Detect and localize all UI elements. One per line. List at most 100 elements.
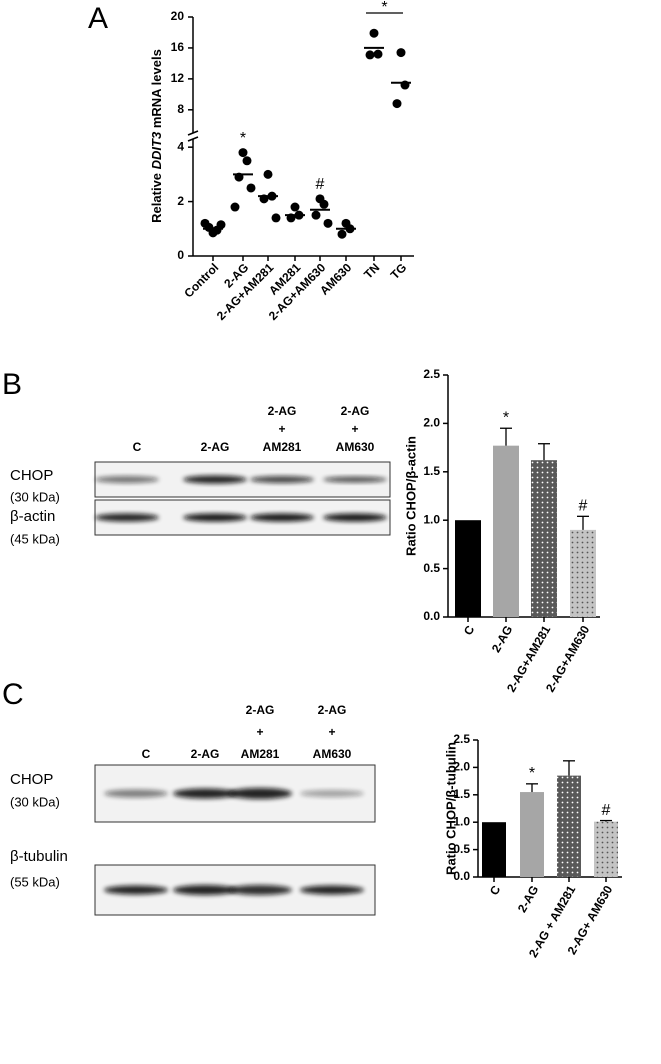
data-point: [392, 99, 402, 109]
bar: [570, 529, 596, 617]
lane-label: AM281: [263, 440, 302, 454]
data-point: [242, 156, 252, 166]
y-tick-label: 2.5: [423, 367, 440, 381]
blot-band: [95, 476, 159, 483]
y-tick-label: 4: [177, 139, 184, 153]
lane-label: C: [133, 440, 142, 454]
y-tick-label: 2: [177, 194, 184, 208]
blot-band: [250, 476, 314, 483]
blot-band: [228, 788, 292, 799]
bar: [531, 460, 557, 617]
size-label: (55 kDa): [10, 874, 60, 889]
significance-mark: *: [503, 409, 509, 426]
blot-band: [183, 475, 247, 484]
blot-band: [323, 476, 387, 483]
blot-band: [300, 790, 364, 797]
y-axis-label: Relative DDIT3 mRNA levels: [149, 49, 164, 223]
blot-band: [250, 513, 314, 522]
size-label: (45 kDa): [10, 531, 60, 546]
panel-letter: C: [2, 678, 24, 711]
x-tick-label: C: [461, 623, 478, 638]
lane-label: AM281: [241, 747, 280, 761]
data-point: [200, 218, 210, 228]
data-point: [319, 199, 329, 209]
data-point: [271, 213, 281, 223]
data-point: [216, 220, 226, 230]
size-label: (30 kDa): [10, 794, 60, 809]
protein-label: β-actin: [10, 508, 55, 525]
y-tick-label: 8: [177, 102, 184, 116]
lane-label: 2-AG: [246, 703, 275, 717]
lane-label: AM630: [313, 747, 352, 761]
y-tick-label: 0: [177, 248, 184, 262]
blot-band: [183, 513, 247, 522]
x-tick-label: Control: [181, 260, 221, 300]
data-point: [337, 229, 347, 239]
lane-label: 2-AG: [318, 703, 347, 717]
lane-label: AM630: [336, 440, 375, 454]
y-tick-label: 0.0: [453, 869, 470, 883]
blot-band: [173, 885, 237, 895]
y-tick-label: 16: [171, 40, 185, 54]
protein-label: CHOP: [10, 771, 53, 788]
y-axis-label-part: DDIT3: [149, 131, 164, 169]
lane-label: 2-AG: [201, 440, 230, 454]
significance-mark: #: [602, 802, 611, 819]
data-point: [230, 202, 240, 212]
y-tick-label: 1.0: [453, 814, 470, 828]
data-point: [396, 48, 406, 58]
data-point: [369, 28, 379, 38]
lane-label: +: [278, 422, 285, 436]
protein-label: CHOP: [10, 467, 53, 484]
y-tick-label: 1.5: [423, 464, 440, 478]
y-tick-label: 2.0: [453, 760, 470, 774]
data-point: [373, 49, 383, 59]
x-tick-label: C: [487, 883, 504, 898]
y-axis-label: Ratio CHOP/β-tubulin: [443, 742, 458, 875]
significance-mark: *: [240, 130, 246, 147]
bar: [493, 445, 519, 617]
panel-letter: B: [2, 368, 22, 401]
x-tick-label: TN: [361, 260, 382, 281]
axis-break: [187, 136, 199, 142]
significance-mark: #: [579, 498, 588, 515]
lane-label: 2-AG: [268, 404, 297, 418]
data-point: [311, 210, 321, 220]
bar: [557, 775, 581, 877]
bar: [594, 821, 618, 877]
blot-band: [104, 885, 168, 895]
data-point: [263, 169, 273, 179]
significance-mark: #: [316, 176, 325, 193]
lane-label: 2-AG: [191, 747, 220, 761]
protein-label: β-tubulin: [10, 848, 68, 865]
bar: [482, 822, 506, 877]
y-tick-label: 12: [171, 71, 185, 85]
blot-band: [104, 789, 168, 798]
y-tick-label: 0.5: [453, 842, 470, 856]
y-tick-label: 1.5: [453, 787, 470, 801]
y-tick-label: 0.5: [423, 561, 440, 575]
axis-break: [187, 130, 199, 136]
y-axis-label-part: Relative: [149, 169, 164, 222]
lane-label: +: [328, 725, 335, 739]
data-point: [246, 183, 256, 193]
panel-letter: A: [88, 2, 108, 35]
bar: [455, 520, 481, 617]
data-point: [365, 50, 375, 60]
blot-band: [323, 513, 387, 522]
size-label: (30 kDa): [10, 489, 60, 504]
lane-label: +: [256, 725, 263, 739]
lane-label: 2-AG: [341, 404, 370, 418]
y-tick-label: 0.0: [423, 609, 440, 623]
significance-mark: *: [529, 765, 535, 782]
bar: [520, 792, 544, 877]
y-tick-label: 2.5: [453, 732, 470, 746]
y-axis-label-part: mRNA levels: [149, 49, 164, 132]
data-point: [323, 218, 333, 228]
x-tick-label: TG: [388, 260, 410, 282]
x-tick-label: 2-AG: [489, 623, 515, 655]
y-axis-label: Ratio CHOP/β-actin: [403, 436, 418, 556]
x-tick-label: 2-AG: [515, 883, 541, 915]
